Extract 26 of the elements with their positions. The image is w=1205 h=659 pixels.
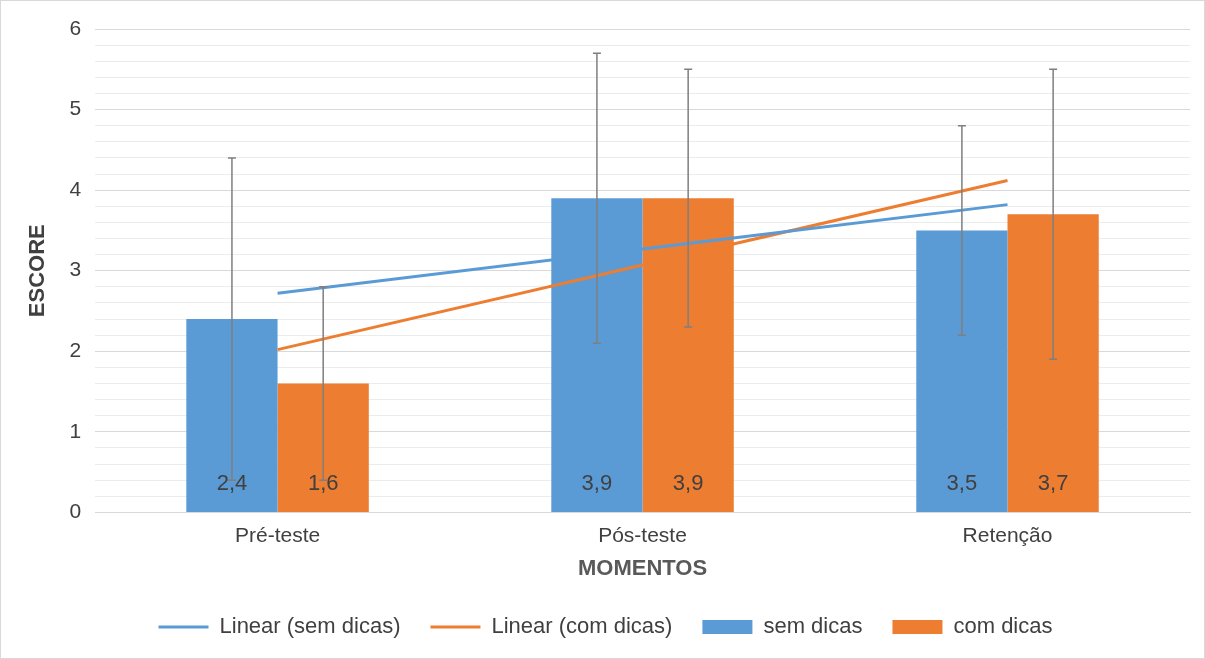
data-label: 1,6: [307, 470, 339, 496]
y-tick-label: 6: [69, 15, 82, 39]
x-tick-label: Pré-teste: [234, 522, 321, 546]
y-tick-label: 2: [69, 338, 82, 362]
y-tick-label: 3: [69, 257, 82, 281]
x-axis-title: MOMENTOS: [577, 554, 708, 580]
data-label: 3,9: [672, 470, 704, 496]
y-tick-label: 4: [69, 176, 82, 200]
y-tick-label: 5: [69, 96, 82, 120]
legend-label: com dicas: [953, 613, 1053, 639]
bar: [186, 319, 278, 512]
data-label: 3,5: [946, 470, 978, 496]
bar: [916, 230, 1008, 512]
y-tick-label: 1: [69, 418, 82, 442]
bar: [277, 383, 369, 512]
data-label: 3,9: [581, 470, 613, 496]
bar: [1007, 214, 1099, 512]
legend-label: sem dicas: [763, 613, 863, 639]
data-label: 3,7: [1037, 470, 1069, 496]
x-tick-label: Pós-teste: [598, 522, 687, 546]
y-tick-label: 0: [69, 499, 82, 523]
legend-label: Linear (sem dicas): [219, 613, 401, 639]
legend-label: Linear (com dicas): [491, 613, 673, 639]
data-label: 2,4: [216, 470, 248, 496]
x-tick-label: Retenção: [962, 522, 1053, 546]
y-axis-title: ESCORE: [24, 224, 50, 318]
